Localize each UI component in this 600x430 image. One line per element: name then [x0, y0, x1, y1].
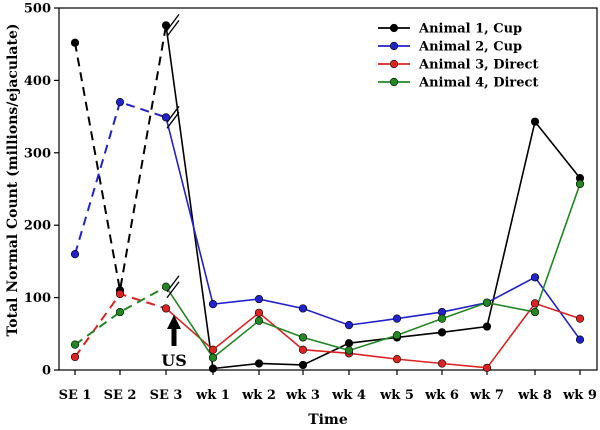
- data-point: [482, 298, 492, 307]
- y-tick-label: 500: [24, 2, 51, 17]
- y-tick-label: 100: [24, 291, 51, 306]
- legend-marker: [389, 59, 399, 69]
- x-tick-label: SE 1: [59, 388, 92, 403]
- data-point: [575, 314, 585, 323]
- x-tick-label: wk 9: [562, 388, 597, 403]
- data-point: [161, 304, 171, 313]
- data-point: [254, 308, 264, 317]
- legend-marker: [389, 41, 399, 51]
- data-point: [530, 307, 540, 317]
- data-point: [392, 314, 402, 323]
- plot-frame: [58, 7, 598, 371]
- data-point: [437, 314, 447, 323]
- data-point: [392, 331, 402, 340]
- legend: Animal 1, Cup Animal 2, Cup Animal 3, Dire…: [378, 22, 538, 91]
- series-points: [70, 21, 585, 373]
- x-axis-title: Time: [308, 412, 348, 428]
- data-point: [208, 364, 218, 373]
- data-point: [530, 299, 540, 308]
- x-axis: SE 1 SE 2 SE 3 wk 1 wk 2 wk 3 wk 4 wk 5 wk 6 wk 7…: [59, 370, 597, 403]
- data-point: [161, 21, 171, 30]
- annotation-arrow-head: [167, 315, 181, 329]
- data-point: [298, 333, 308, 342]
- data-point: [70, 352, 80, 362]
- y-tick-label: 200: [24, 219, 51, 234]
- x-tick-label: wk 5: [379, 388, 414, 403]
- legend-marker: [389, 23, 399, 33]
- y-tick-label: 400: [24, 74, 51, 89]
- data-point: [208, 300, 218, 309]
- x-tick-label: wk 2: [241, 388, 276, 403]
- legend-marker: [389, 77, 399, 87]
- data-point: [208, 345, 218, 354]
- y-tick-label: 0: [42, 364, 51, 379]
- data-point: [482, 322, 492, 331]
- series-line-dashed: [74, 100, 167, 255]
- data-point: [575, 179, 585, 189]
- legend-label: Animal 2, Cup: [418, 40, 522, 55]
- x-tick-label: SE 2: [104, 388, 137, 403]
- data-point: [254, 316, 264, 325]
- series-line-solid: [165, 302, 581, 369]
- x-tick-label: wk 3: [285, 388, 320, 403]
- x-tick-label: wk 6: [424, 388, 459, 403]
- data-point: [482, 363, 492, 372]
- data-point: [298, 345, 308, 354]
- data-point: [575, 335, 585, 344]
- data-point: [70, 340, 80, 349]
- axis-break-mark: [166, 111, 180, 129]
- data-point: [115, 98, 125, 107]
- x-tick-label: wk 8: [517, 388, 552, 403]
- data-point: [161, 282, 171, 291]
- y-axis: 0 100 200 300 400 500: [24, 2, 59, 379]
- data-point: [254, 294, 264, 304]
- data-point: [344, 339, 354, 348]
- data-point: [70, 250, 80, 259]
- data-point: [208, 353, 218, 362]
- data-point: [254, 359, 264, 368]
- data-point: [530, 117, 540, 126]
- annotation-label: US: [161, 351, 187, 370]
- series-line-dashed: [74, 292, 167, 358]
- x-tick-label: wk 4: [331, 388, 366, 403]
- data-point: [344, 346, 354, 355]
- data-point: [344, 321, 354, 330]
- annotation-us: US: [161, 315, 187, 370]
- data-point: [298, 360, 308, 370]
- x-tick-label: wk 7: [469, 388, 504, 403]
- x-tick-label: SE 3: [150, 388, 183, 403]
- legend-label: Animal 3, Direct: [418, 58, 538, 73]
- chart-frame: [58, 7, 598, 371]
- axis-break-mark: [166, 281, 180, 299]
- y-tick-label: 300: [24, 146, 51, 161]
- series-line-dashed: [74, 285, 167, 346]
- legend-label: Animal 1, Cup: [418, 22, 522, 37]
- data-point: [115, 307, 125, 317]
- data-point: [392, 355, 402, 364]
- series-line-solid: [165, 183, 581, 359]
- series-line-dashed: [74, 25, 167, 291]
- data-point: [298, 304, 308, 313]
- axis-breaks: [166, 13, 180, 299]
- legend-label: Animal 4, Direct: [418, 76, 538, 91]
- x-tick-label: wk 1: [195, 388, 230, 403]
- data-point: [115, 289, 125, 299]
- data-point: [161, 113, 171, 122]
- axis-break-mark: [166, 19, 180, 37]
- data-point: [437, 359, 447, 368]
- y-axis-title: Total Normal Count (millions/ejaculate): [5, 23, 21, 336]
- annotation-arrow-shaft: [171, 328, 177, 346]
- series-line-solid: [165, 25, 581, 370]
- data-point: [530, 273, 540, 282]
- data-point: [437, 328, 447, 337]
- data-point: [70, 38, 80, 47]
- series-line-solid: [165, 117, 581, 341]
